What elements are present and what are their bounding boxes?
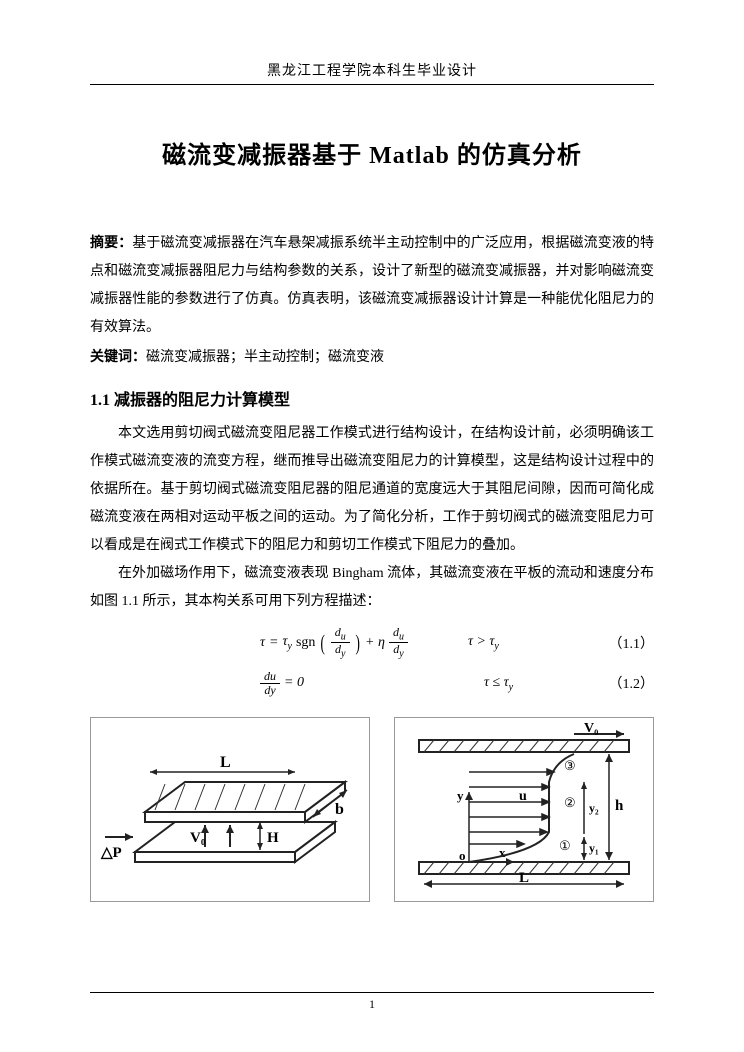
eq-condition-1: τ > τy xyxy=(468,634,568,652)
svg-text:y₁: y₁ xyxy=(589,841,599,855)
page-footer: 1 xyxy=(90,992,654,1012)
abstract-label: 摘要： xyxy=(90,236,132,251)
eq-number-2: （1.2） xyxy=(609,673,655,693)
page: 黑龙江工程学院本科生毕业设计 磁流变减振器基于 Matlab 的仿真分析 摘要：… xyxy=(0,0,744,1052)
keywords: 关键词：磁流变减振器；半主动控制；磁流变液 xyxy=(90,344,654,372)
abstract-text: 基于磁流变减振器在汽车悬架减振系统半主动控制中的广泛应用，根据磁流变液的特点和磁… xyxy=(90,236,654,335)
svg-text:h: h xyxy=(615,798,624,814)
eq-condition-2: τ ≤ τy xyxy=(484,675,584,693)
paragraph-2: 在外加磁场作用下，磁流变液表现 Bingham 流体，其磁流变液在平板的流动和速… xyxy=(90,560,654,616)
abstract: 摘要：基于磁流变减振器在汽车悬架减振系统半主动控制中的广泛应用，根据磁流变液的特… xyxy=(90,230,654,342)
section-heading: 1.1 减振器的阻尼力计算模型 xyxy=(90,386,654,410)
svg-text:V₀: V₀ xyxy=(584,722,598,736)
eq-equals: = xyxy=(269,635,278,651)
figure-row: L b V₀ H △P xyxy=(90,717,654,902)
keywords-text: 磁流变减振器；半主动控制；磁流变液 xyxy=(146,350,384,365)
paragraph-1: 本文选用剪切阀式磁流变阻尼器工作模式进行结构设计，在结构设计前，必须明确该工作模… xyxy=(90,420,654,560)
svg-text:y: y xyxy=(457,788,464,803)
eq2-equals-zero: = 0 xyxy=(284,675,304,691)
svg-text:u: u xyxy=(519,789,527,804)
equation-1-1: τ = τy sgn ( du dy ) + η du dy τ > τy （1… xyxy=(90,626,654,660)
page-number: 1 xyxy=(369,997,375,1011)
figure-1-left: L b V₀ H △P xyxy=(90,717,370,902)
rparen-icon: ) xyxy=(355,630,359,656)
svg-text:①: ① xyxy=(559,838,571,853)
svg-text:L: L xyxy=(519,870,529,886)
svg-text:b: b xyxy=(335,801,344,818)
eq-tauy: τy xyxy=(282,634,291,652)
lparen-icon: ( xyxy=(321,630,325,656)
svg-text:H: H xyxy=(267,830,279,846)
eq-frac-1: du dy xyxy=(331,626,350,660)
eq-plus-eta: + η xyxy=(365,635,385,651)
page-header: 黑龙江工程学院本科生毕业设计 xyxy=(90,60,654,85)
document-title: 磁流变减振器基于 Matlab 的仿真分析 xyxy=(90,135,654,170)
svg-text:x: x xyxy=(499,845,506,860)
svg-text:V₀: V₀ xyxy=(190,830,206,846)
keywords-label: 关键词： xyxy=(90,350,146,365)
svg-text:L: L xyxy=(220,754,231,771)
svg-text:②: ② xyxy=(564,795,576,810)
eq2-frac: du dy xyxy=(260,670,280,697)
figure-1-right: V₀ y x o u xyxy=(394,717,654,902)
equation-1-2: du dy = 0 τ ≤ τy （1.2） xyxy=(90,670,654,697)
eq-sgn: sgn xyxy=(296,635,315,651)
eq-frac-2: du dy xyxy=(389,626,408,660)
svg-text:③: ③ xyxy=(564,758,576,773)
eq-tau: τ xyxy=(260,635,265,651)
svg-text:△P: △P xyxy=(100,845,122,861)
svg-text:y₂: y₂ xyxy=(589,801,599,815)
eq-number-1: （1.1） xyxy=(609,633,655,653)
svg-text:o: o xyxy=(459,848,466,863)
